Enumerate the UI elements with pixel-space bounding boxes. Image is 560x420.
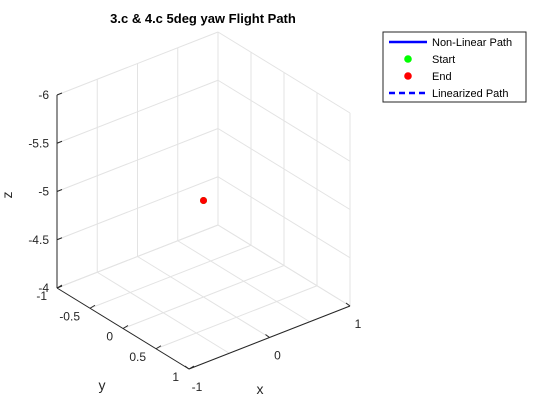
grid-line xyxy=(56,224,219,289)
legend-entry: Start xyxy=(432,54,455,66)
chart-title: 3.c & 4.c 5deg yaw Flight Path xyxy=(110,11,296,26)
data-points xyxy=(200,197,207,204)
z-tick-label: -5.5 xyxy=(28,136,49,150)
y-tick-label: 0.5 xyxy=(129,350,146,364)
x-tick-mark xyxy=(345,302,351,307)
legend-items: Non-Linear Path Start End Linearized Path xyxy=(389,37,512,100)
z-tick-mark xyxy=(56,237,63,241)
data-point-end xyxy=(200,197,207,204)
grid-line xyxy=(217,128,351,210)
legend-swatch xyxy=(404,55,412,63)
grid-line xyxy=(217,79,351,162)
grid-line xyxy=(217,224,351,307)
y-tick-label: -0.5 xyxy=(59,309,80,323)
z-tick-label: -6 xyxy=(38,88,49,102)
x-tick-label: 0 xyxy=(274,349,281,363)
z-axis-label: z xyxy=(0,192,15,199)
legend-box xyxy=(382,31,527,103)
y-tick-label: 0 xyxy=(106,330,113,344)
y-tick-mark xyxy=(122,325,129,329)
z-tick-mark xyxy=(56,140,63,144)
legend-entry: Non-Linear Path xyxy=(432,37,512,49)
y-tick-mark xyxy=(56,284,63,289)
z-tick-label: -5 xyxy=(38,185,49,199)
y-tick-mark xyxy=(188,365,195,370)
grid-line xyxy=(56,79,219,144)
grid-line xyxy=(56,176,219,241)
grid xyxy=(56,31,351,370)
z-tick-label: -4.5 xyxy=(28,233,49,247)
legend: Non-Linear Path Start End Linearized Path xyxy=(382,31,527,103)
grid-line xyxy=(217,176,351,259)
y-tick-mark xyxy=(155,345,162,350)
tick-labels: -6-5.5-5-4.5-4-1-0.500.51-101 xyxy=(28,88,361,394)
grid-line xyxy=(89,244,252,309)
x-tick-mark xyxy=(184,365,190,370)
x-tick-mark xyxy=(265,334,270,338)
grid-line xyxy=(155,285,318,350)
z-tick-mark xyxy=(56,189,63,192)
grid-line xyxy=(56,128,219,192)
grid-line xyxy=(217,31,351,114)
z-tick-label: -4 xyxy=(38,281,49,295)
z-tick-mark xyxy=(56,92,63,96)
y-tick-mark xyxy=(89,304,96,309)
grid-line xyxy=(122,265,285,329)
legend-entry: End xyxy=(432,71,452,83)
axes xyxy=(56,92,351,370)
y-tick-label: 1 xyxy=(172,370,179,384)
x-tick-label: 1 xyxy=(355,317,362,331)
grid-line xyxy=(56,31,219,96)
y-tick-label: -1 xyxy=(36,289,47,303)
y-axis-label: y xyxy=(99,377,106,393)
legend-swatch xyxy=(404,72,412,80)
x-tick-label: -1 xyxy=(192,380,203,394)
legend-entry: Linearized Path xyxy=(432,88,508,100)
x-axis-label: x xyxy=(257,381,264,397)
